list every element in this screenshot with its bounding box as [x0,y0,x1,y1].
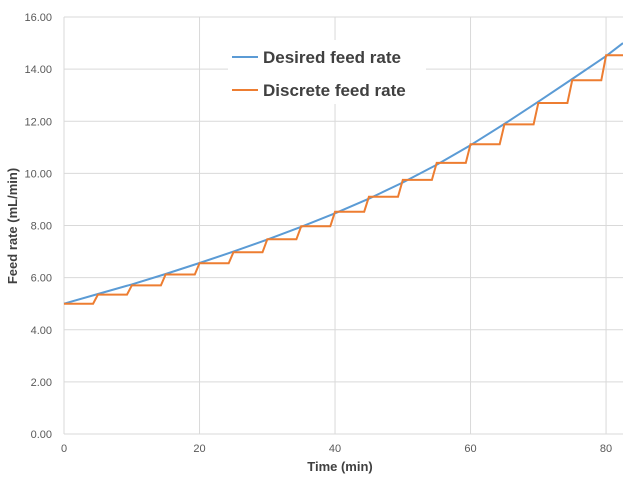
y-tick-label: 0.00 [31,429,52,441]
y-tick-label: 14.00 [24,64,52,76]
legend: Desired feed rate Discrete feed rate [228,40,426,104]
y-tick-label: 2.00 [31,377,52,389]
y-axis-title: Feed rate (mL/min) [5,168,20,284]
series-group [63,42,623,305]
y-tick-label: 4.00 [31,325,52,337]
legend-background [228,40,426,104]
x-tick-label: 20 [193,443,205,455]
legend-label-desired: Desired feed rate [263,48,401,67]
y-tick-label: 8.00 [31,221,52,233]
y-tick-label: 6.00 [31,273,52,285]
x-tick-label: 80 [600,443,612,455]
y-axis-ticks: 0.00 2.00 4.00 6.00 8.00 10.00 12.00 14.00 16.00 [24,12,52,441]
y-tick-label: 12.00 [24,116,52,128]
x-tick-label: 40 [329,443,341,455]
series-line-discrete [64,54,623,305]
y-tick-label: 10.00 [24,168,52,180]
series-line-desired [63,42,623,305]
legend-label-discrete: Discrete feed rate [263,81,406,100]
y-tick-label: 16.00 [24,12,52,24]
x-axis-title: Time (min) [307,459,373,474]
x-axis-ticks: 0 20 40 60 80 [61,443,612,455]
x-tick-label: 0 [61,443,67,455]
x-tick-label: 60 [464,443,476,455]
